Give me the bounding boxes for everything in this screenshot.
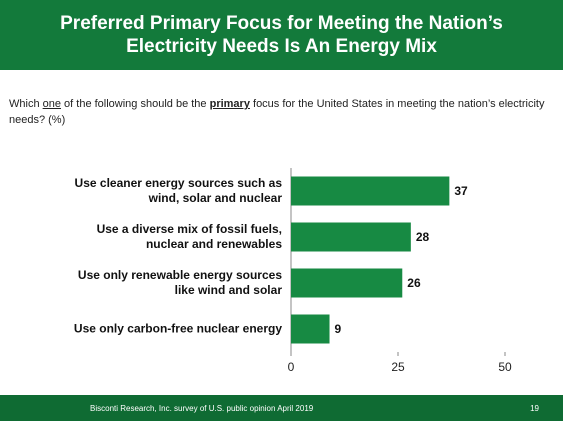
data-label: 28: [416, 230, 430, 244]
data-label: 26: [407, 276, 421, 290]
category-label: Use a diverse mix of fossil fuels, nucle…: [96, 222, 282, 251]
source: Bisconti Research, Inc. survey of U.S. p…: [90, 404, 314, 413]
question-text: focus for the United States in meeting t…: [9, 98, 545, 126]
data-label: 37: [454, 184, 468, 198]
question: Which one of the following should be the…: [9, 96, 549, 128]
x-tick-label: 25: [391, 360, 405, 374]
data-label: 9: [335, 322, 342, 336]
footer: Bisconti Research, Inc. survey of U.S. p…: [0, 395, 563, 421]
category-label: Use only renewable energy sources like w…: [77, 268, 282, 297]
bar: [291, 222, 411, 252]
title-text: Preferred Primary Focus for Meeting the …: [60, 13, 503, 57]
slide-title: Preferred Primary Focus for Meeting the …: [0, 0, 563, 70]
question-emphasis: one: [42, 98, 61, 110]
x-tick-label: 0: [288, 360, 295, 374]
bar: [291, 176, 450, 206]
page-number: 19: [530, 404, 539, 413]
question-emphasis: primary: [209, 98, 250, 110]
category-label: Use only carbon-free nuclear energy: [73, 321, 282, 336]
category-label: Use cleaner energy sources such as wind,…: [74, 176, 282, 205]
question-text: Which: [9, 98, 43, 110]
bar: [291, 268, 403, 298]
bar: [291, 314, 330, 344]
question-text: of the following should be the: [60, 98, 210, 110]
x-tick-label: 50: [498, 360, 512, 374]
